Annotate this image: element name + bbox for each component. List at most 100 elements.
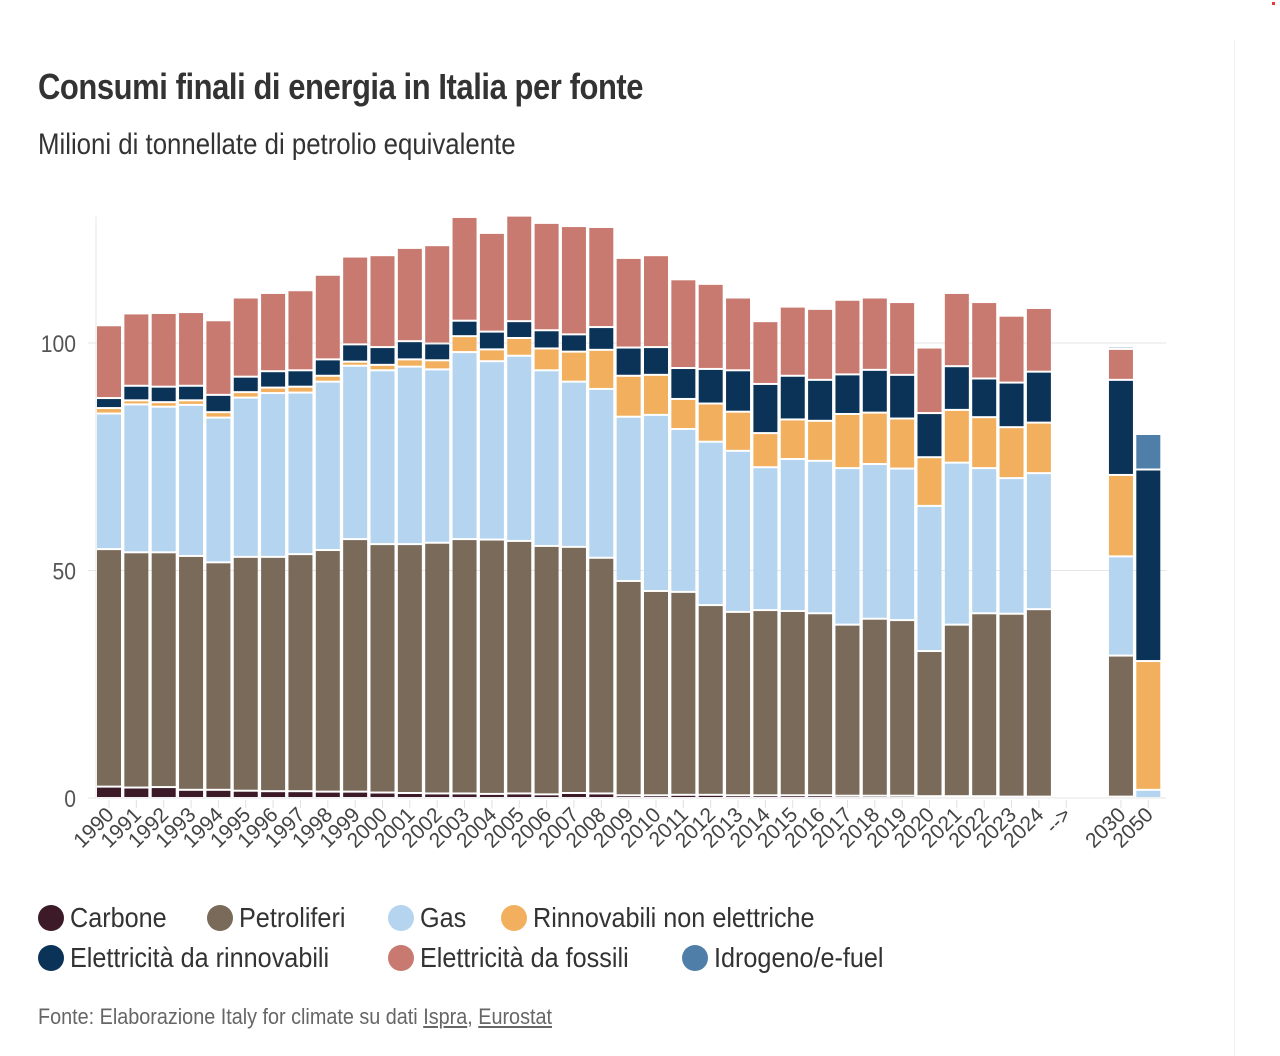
bar-segment-rinnovabili_non_elettriche[interactable] (179, 401, 204, 404)
bar-segment-elettricita_rinnovabili[interactable] (370, 348, 395, 364)
bar-segment-elettricita_fossili[interactable] (452, 217, 477, 320)
bar-segment-elettricita_fossili[interactable] (370, 256, 395, 347)
bar-segment-rinnovabili_non_elettriche[interactable] (808, 421, 833, 460)
bar-segment-petroliferi[interactable] (972, 614, 997, 796)
bar-segment-elettricita_rinnovabili[interactable] (151, 387, 176, 402)
bar-segment-elettricita_fossili[interactable] (397, 248, 422, 341)
bar-segment-gas[interactable] (233, 398, 258, 556)
bar-segment-gas[interactable] (616, 417, 641, 580)
bar-segment-elettricita_fossili[interactable] (151, 313, 176, 386)
bar-segment-carbone[interactable] (507, 794, 532, 797)
bar-segment-petroliferi[interactable] (97, 550, 121, 786)
bar-segment-elettricita_fossili[interactable] (616, 258, 641, 347)
bar-segment-elettricita_fossili[interactable] (917, 348, 942, 413)
bar-segment-rinnovabili_non_elettriche[interactable] (343, 362, 368, 365)
bar-segment-elettricita_rinnovabili[interactable] (589, 328, 614, 349)
bar-segment-rinnovabili_non_elettriche[interactable] (644, 375, 668, 414)
bar-segment-petroliferi[interactable] (343, 540, 368, 791)
bar-segment-elettricita_rinnovabili[interactable] (972, 379, 997, 417)
bar-segment-carbone[interactable] (179, 790, 204, 797)
bar-segment-petroliferi[interactable] (917, 652, 942, 796)
bar-segment-gas[interactable] (753, 468, 778, 610)
bar-segment-petroliferi[interactable] (233, 557, 258, 790)
bar-segment-gas[interactable] (179, 405, 204, 555)
bar-segment-elettricita_fossili[interactable] (534, 223, 559, 330)
bar-segment-rinnovabili_non_elettriche[interactable] (534, 349, 559, 370)
bar-segment-petroliferi[interactable] (425, 543, 450, 793)
bar-segment-carbone[interactable] (315, 792, 340, 797)
bar-segment-elettricita_fossili[interactable] (808, 309, 833, 379)
bar-segment-carbone[interactable] (808, 796, 833, 797)
bar-segment-gas[interactable] (561, 382, 586, 546)
bar-segment-gas[interactable] (999, 479, 1024, 613)
bar-segment-petroliferi[interactable] (1026, 610, 1051, 796)
bar-segment-carbone[interactable] (288, 792, 313, 797)
bar-segment-gas[interactable] (507, 356, 532, 540)
bar-segment-elettricita_rinnovabili[interactable] (999, 383, 1024, 427)
bar-segment-petroliferi[interactable] (644, 591, 668, 795)
bar-segment-carbone[interactable] (97, 787, 121, 797)
bar-segment-elettricita_fossili[interactable] (726, 298, 751, 370)
bar-segment-rinnovabili_non_elettriche[interactable] (917, 458, 942, 505)
source-link-eurostat[interactable]: Eurostat (478, 1004, 552, 1029)
bar-segment-elettricita_rinnovabili[interactable] (753, 384, 778, 433)
bar-segment-petroliferi[interactable] (179, 556, 204, 789)
bar-segment-carbone[interactable] (425, 794, 450, 797)
bar-segment-elettricita_fossili[interactable] (1026, 308, 1051, 371)
bar-segment-petroliferi[interactable] (726, 612, 751, 795)
bar-segment-elettricita_rinnovabili[interactable] (1108, 380, 1133, 474)
bar-segment-rinnovabili_non_elettriche[interactable] (944, 410, 969, 462)
bar-segment-elettricita_fossili[interactable] (1108, 349, 1133, 379)
bar-segment-elettricita_rinnovabili[interactable] (479, 332, 504, 349)
bar-segment-elettricita_fossili[interactable] (179, 313, 204, 385)
bar-segment-rinnovabili_non_elettriche[interactable] (288, 387, 313, 392)
bar-segment-elettricita_fossili[interactable] (97, 326, 121, 398)
bar-segment-rinnovabili_non_elettriche[interactable] (315, 376, 340, 381)
bar-segment-petroliferi[interactable] (698, 606, 723, 794)
bar-segment-elettricita_fossili[interactable] (999, 316, 1024, 382)
bar-segment-petroliferi[interactable] (124, 553, 149, 787)
bar-segment-elettricita_rinnovabili[interactable] (917, 414, 942, 457)
legend-item-idrogeno-efuel[interactable]: Idrogeno/e-fuel (681, 942, 902, 974)
bar-segment-petroliferi[interactable] (862, 619, 887, 795)
bar-segment-elettricita_fossili[interactable] (507, 216, 532, 321)
bar-segment-rinnovabili_non_elettriche[interactable] (1136, 662, 1161, 789)
bar-segment-petroliferi[interactable] (890, 621, 915, 795)
bar-segment-rinnovabili_non_elettriche[interactable] (206, 413, 231, 417)
bar-segment-elettricita_rinnovabili[interactable] (1026, 372, 1051, 422)
bar-segment-petroliferi[interactable] (452, 540, 477, 793)
bar-segment-rinnovabili_non_elettriche[interactable] (1108, 475, 1133, 556)
bar-segment-petroliferi[interactable] (288, 555, 313, 791)
bar-segment-rinnovabili_non_elettriche[interactable] (233, 393, 258, 397)
bar-segment-gas[interactable] (917, 506, 942, 651)
bar-segment-elettricita_rinnovabili[interactable] (507, 322, 532, 337)
bar-segment-carbone[interactable] (698, 795, 723, 797)
bar-segment-elettricita_fossili[interactable] (589, 227, 614, 327)
bar-segment-elettricita_rinnovabili[interactable] (616, 348, 641, 375)
bar-segment-elettricita_rinnovabili[interactable] (179, 386, 204, 400)
bar-segment-rinnovabili_non_elettriche[interactable] (370, 365, 395, 370)
bar-segment-rinnovabili_non_elettriche[interactable] (561, 352, 586, 381)
bar-segment-gas[interactable] (1136, 790, 1161, 797)
bar-segment-rinnovabili_non_elettriche[interactable] (1026, 423, 1051, 473)
bar-segment-petroliferi[interactable] (616, 581, 641, 795)
bar-segment-gas[interactable] (479, 362, 504, 539)
bar-segment-carbone[interactable] (753, 796, 778, 797)
bar-segment-rinnovabili_non_elettriche[interactable] (753, 434, 778, 467)
bar-segment-carbone[interactable] (671, 795, 696, 797)
bar-segment-petroliferi[interactable] (753, 611, 778, 795)
bar-segment-rinnovabili_non_elettriche[interactable] (972, 418, 997, 468)
bar-segment-gas[interactable] (315, 382, 340, 550)
bar-segment-gas[interactable] (671, 429, 696, 591)
bar-segment-elettricita_rinnovabili[interactable] (452, 321, 477, 336)
bar-segment-petroliferi[interactable] (479, 540, 504, 793)
bar-segment-gas[interactable] (972, 469, 997, 613)
bar-segment-gas[interactable] (644, 415, 668, 590)
bar-segment-rinnovabili_non_elettriche[interactable] (726, 412, 751, 450)
bar-segment-elettricita_fossili[interactable] (261, 293, 286, 371)
bar-segment-petroliferi[interactable] (261, 557, 286, 791)
bar-segment-elettricita_rinnovabili[interactable] (97, 399, 121, 408)
bar-segment-elettricita_rinnovabili[interactable] (397, 342, 422, 359)
bar-segment-elettricita_rinnovabili[interactable] (233, 377, 258, 392)
bar-segment-elettricita_rinnovabili[interactable] (671, 369, 696, 398)
